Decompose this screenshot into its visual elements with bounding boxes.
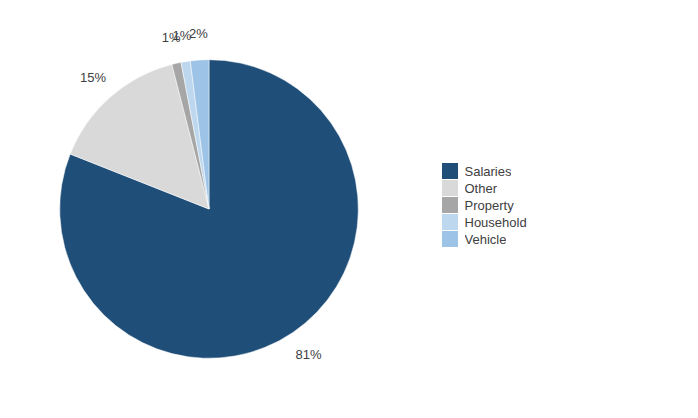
svg-text:1%: 1% (161, 29, 181, 45)
svg-text:81%: 81% (295, 347, 321, 362)
html-text:Property: Property (464, 197, 514, 213)
html-text:Other: Other (464, 180, 497, 196)
svg-text:15%: 15% (80, 70, 106, 85)
svg-text:2%: 2% (189, 26, 208, 41)
html-text:Salaries: Salaries (464, 163, 512, 179)
html-text:Household: Household (464, 214, 527, 230)
html-text:Vehicle: Vehicle (464, 231, 507, 247)
svg-text:1%: 1% (172, 27, 192, 43)
